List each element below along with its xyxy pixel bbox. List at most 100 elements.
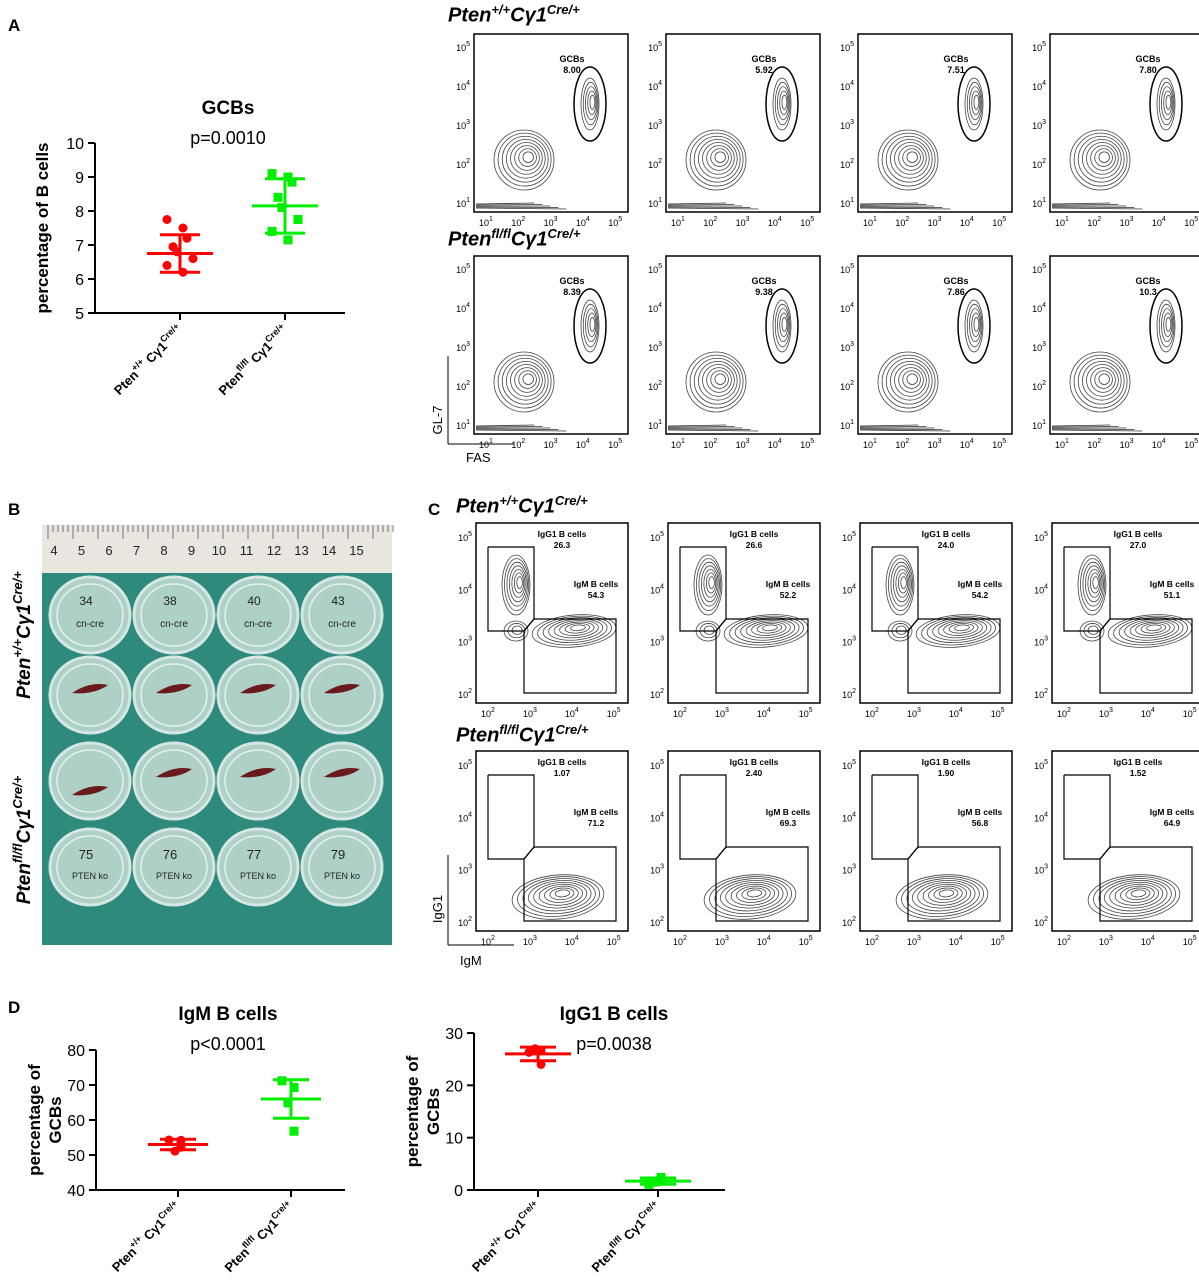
igm-pvalue: p<0.0001 [190, 1034, 266, 1054]
flow-a-ko-3-gc-contour-4 [1165, 316, 1172, 332]
flow-c-wt-1-igg1-contour-4 [703, 569, 718, 598]
flow-a-ko-1-ytick-1: 101 [648, 419, 662, 431]
flow-a-wt-0-gc-contour-0 [580, 77, 600, 131]
igm-point-ko-3 [283, 1098, 293, 1108]
dish-1-3 [300, 655, 384, 735]
dish-3-1-rim [140, 835, 208, 899]
flow-c-ko-0-xtick-2: 102 [481, 935, 495, 947]
gcb-xlabel-wt: Pten+/+ Cγ1Cre/+ [109, 321, 186, 398]
flow-a-wt-1-ytick-4: 104 [648, 80, 662, 92]
flow-a-ko-3-ytick-1: 101 [1032, 419, 1046, 431]
dish-3-3-rim [308, 835, 376, 899]
flow-c-ko-2-ytick-5: 105 [842, 759, 856, 771]
flow-a-ko-3-gate-value: 10.3 [1139, 287, 1157, 297]
flow-c-wt-3-xtick-2: 102 [1057, 707, 1071, 719]
dish-0-2-rim [224, 583, 292, 647]
gcb-point-wt-6 [162, 260, 172, 270]
flow-c-ko-0-gate1-label: IgG1 B cells [538, 757, 587, 767]
flow-c-wt-2-igg1-contour-2 [890, 561, 912, 607]
flow-c-ko-0-igm-contour-1 [517, 876, 601, 917]
photo-ruler-number-9: 13 [294, 543, 308, 558]
photo-ruler-number-6: 10 [212, 543, 226, 558]
dish-3-0-note: PTEN ko [72, 871, 108, 881]
flow-c-ko-3-igm-contour-5 [1114, 883, 1159, 906]
flow-a-wt-3-gc-contour-4 [1165, 94, 1172, 110]
dish-0-0-note: cn-cre [76, 619, 104, 630]
flow-a-wt-1-main-contour-5 [706, 145, 732, 171]
flow-a-wt-3-gc-contour-0 [1156, 77, 1176, 131]
flow-a-ko-0-main-contour-3 [505, 360, 546, 401]
flow-a-ko-3-main-contour-1 [1073, 354, 1128, 409]
flow-a-ko-0-band-3 [475, 426, 543, 428]
flow-c-wt-0-igm-contour-4 [553, 620, 599, 639]
flow-a-ko-1-main-contour-7 [714, 373, 726, 385]
genotype-header-a-wt: Pten+/+Cγ1Cre/+ [448, 2, 580, 27]
flow-a-ko-2-ytick-5: 105 [840, 263, 854, 275]
flow-c-ko-0-ytick-5: 105 [458, 759, 472, 771]
gcb-ylabel: percentage of B cells [33, 142, 52, 313]
dish-3-1-number: 76 [163, 847, 177, 862]
igm-ytick-label-0: 40 [67, 1183, 85, 1200]
flow-c-ko-2-igm-contour-7 [933, 887, 959, 901]
flow-c-ko-0-frame [475, 750, 629, 932]
dish-0-2-number: 40 [247, 594, 261, 608]
flow-a-wt-2-ytick-5: 105 [840, 41, 854, 53]
flow-a-wt-1-xtick-1: 101 [671, 216, 685, 228]
flow-a-wt-1-gc-contour-0 [772, 77, 792, 131]
flow-a-ko-0-gate [573, 288, 607, 364]
flow-a-wt-1-frame [665, 33, 821, 213]
flow-a-ko-2-xtick-2: 102 [895, 438, 909, 450]
flow-a-ko-0-band-4 [475, 424, 535, 427]
flow-a-wt-3-xtick-3: 103 [1120, 216, 1134, 228]
flow-c-wt-3-igg1-contour-2 [1082, 561, 1104, 607]
flow-a-ko-3-frame [1049, 255, 1199, 435]
flow-a-wt-2-main-contour-5 [898, 145, 924, 171]
dish-3-3 [300, 827, 384, 907]
flow-a-ko-2-gc-contour-3 [971, 312, 981, 338]
flow-a-wt-3-main-contour-2 [1077, 135, 1125, 183]
flow-c-wt-0-gate-igm [523, 618, 617, 694]
dish-1-0 [48, 655, 132, 735]
flow-c-wt-3-igg1-contour-5 [1089, 572, 1101, 594]
dish-3-2 [216, 827, 300, 907]
flow-c-ko-3-xtick-5: 105 [1183, 935, 1197, 947]
dish-1-3-spleen [324, 684, 360, 694]
flow-c-ko-2-ytick-2: 102 [842, 916, 856, 928]
flow-a-wt-3-gate-label: GCBs [1135, 54, 1160, 64]
flow-c-wt-2-frame [859, 522, 1013, 704]
flow-c-wt-3-igm-contour-6 [1140, 623, 1167, 634]
flow-c-wt-3-gate-igm [1099, 618, 1193, 694]
flow-c-ko-2-xtick-2: 102 [865, 935, 879, 947]
dish-1-3-rim [308, 663, 376, 727]
flow-c-ko-2-gate1-label: IgG1 B cells [922, 757, 971, 767]
flow-a-wt-0-main-contour-5 [514, 145, 540, 171]
flow-a-wt-2-band-0 [859, 207, 951, 210]
flow-c-ko-1-igm-contour-0 [703, 874, 797, 920]
flow-a-ko-3-ytick-3: 103 [1032, 341, 1046, 353]
dish-0-3-note: cn-cre [328, 619, 356, 630]
flow-c-wt-1-igg1-contour-2 [698, 561, 720, 607]
flow-a-wt-2-gc-contour-1 [966, 81, 983, 126]
flow-c-wt-1-ytick-4: 104 [650, 583, 664, 595]
flow-a-ko-1-xtick-4: 104 [768, 438, 782, 450]
flow-c-ko-1-frame [667, 750, 821, 932]
flow-a-ko-3-band-1 [1051, 428, 1135, 430]
flow-c-wt-2-igg1-contour-1 [888, 558, 914, 611]
flow-a-ko-2-gc-contour-4 [973, 316, 980, 332]
panel-letter-a: A [8, 16, 21, 35]
flow-c-wt-3-igg1-contour-3 [1084, 565, 1103, 603]
flow-a-ko-1-band-1 [667, 428, 751, 430]
flow-c-ko-2-xtick-4: 104 [949, 935, 963, 947]
flow-a-ko-1-main-contour-5 [706, 367, 732, 393]
dish-3-0 [48, 827, 132, 907]
flow-a-ko-0-gate-value: 8.39 [563, 287, 581, 297]
flow-c-wt-2-gate2-label: IgM B cells [958, 579, 1003, 589]
flow-a-ko-2-ytick-3: 103 [840, 341, 854, 353]
flow-a-wt-3-ytick-2: 102 [1032, 158, 1046, 170]
flow-c-ko-3-ytick-3: 103 [1034, 864, 1048, 876]
flow-a-ko-2-gate-value: 7.86 [947, 287, 965, 297]
flow-c-ko-3-igm-contour-7 [1125, 887, 1151, 901]
flow-a-wt-2-ytick-1: 101 [840, 197, 854, 209]
